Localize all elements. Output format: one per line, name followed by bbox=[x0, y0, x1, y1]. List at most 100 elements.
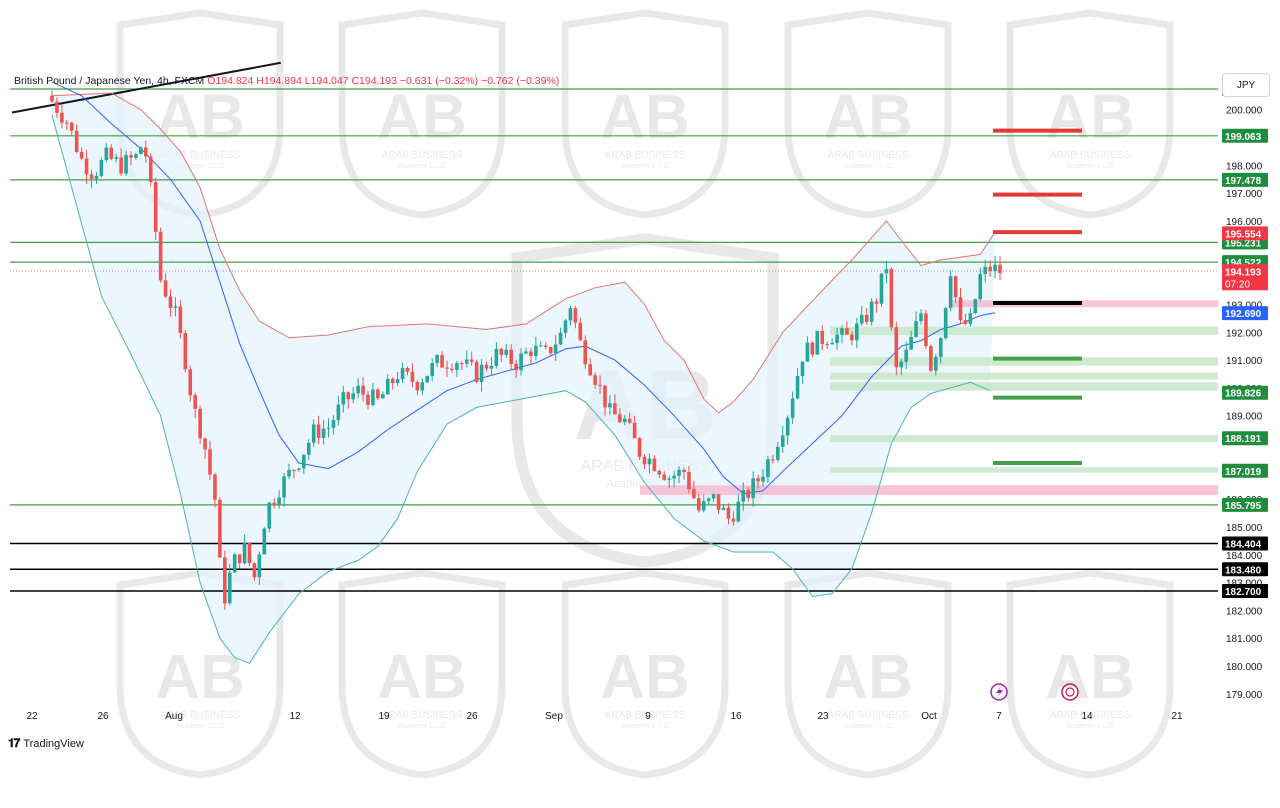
candle-body bbox=[746, 490, 750, 498]
x-tick-label: 9 bbox=[645, 711, 651, 722]
watermark-shield-outline bbox=[1006, 9, 1174, 219]
candle bbox=[716, 494, 721, 515]
candle bbox=[232, 552, 237, 573]
candle bbox=[109, 144, 114, 161]
candle-body bbox=[608, 403, 612, 408]
candle bbox=[316, 415, 321, 445]
candle bbox=[144, 140, 148, 163]
candle bbox=[94, 171, 99, 185]
candle bbox=[815, 330, 820, 355]
candle-body bbox=[914, 321, 918, 337]
y-tick-label: 184.000 bbox=[1226, 551, 1263, 562]
candle bbox=[934, 354, 938, 376]
candle-body bbox=[548, 346, 553, 354]
candle-body bbox=[208, 449, 212, 475]
candle-body bbox=[148, 156, 153, 183]
tradingview-brand[interactable]: 𝟏𝟕 TradingView bbox=[8, 736, 84, 751]
candle bbox=[331, 415, 336, 435]
candle-body bbox=[247, 542, 252, 564]
candle bbox=[479, 359, 484, 392]
candle-body bbox=[534, 345, 538, 356]
candle bbox=[469, 351, 474, 366]
price-tag-bg bbox=[1222, 264, 1268, 291]
candle-body bbox=[178, 306, 183, 334]
candle bbox=[173, 297, 178, 317]
low-value: L194.047 bbox=[304, 75, 349, 87]
candle-body bbox=[425, 375, 430, 383]
candle bbox=[795, 367, 800, 400]
candle bbox=[371, 383, 375, 407]
candle bbox=[968, 307, 973, 327]
zone-tag: 188.191 bbox=[1225, 434, 1262, 445]
candle-body bbox=[687, 472, 691, 490]
candle bbox=[148, 153, 153, 187]
candle bbox=[810, 340, 815, 358]
candle bbox=[292, 469, 296, 479]
watermark-shield-outline bbox=[338, 9, 506, 219]
candle bbox=[568, 305, 573, 326]
level-tag-bg bbox=[1222, 128, 1268, 143]
watermark-subtext: Academy L.L.C bbox=[1066, 723, 1114, 730]
candle-body bbox=[820, 330, 825, 345]
candle-body bbox=[756, 478, 760, 482]
watermark-logo-letters: AB bbox=[377, 83, 467, 152]
candle bbox=[840, 325, 844, 344]
event-flag-icon[interactable] bbox=[1061, 683, 1079, 701]
candle-body bbox=[272, 502, 276, 505]
candle bbox=[504, 343, 509, 359]
watermark-subtext: Academy L.L.C bbox=[398, 163, 446, 170]
candle-body bbox=[277, 497, 281, 505]
candle bbox=[163, 273, 168, 298]
candle bbox=[899, 358, 904, 376]
y-tick-label: 198.000 bbox=[1226, 161, 1263, 172]
candle bbox=[420, 378, 425, 396]
candle bbox=[494, 341, 499, 369]
bollinger-upper-line bbox=[51, 92, 996, 414]
candle bbox=[193, 392, 197, 419]
candle-body bbox=[109, 147, 114, 159]
watermark-shield-outline bbox=[1006, 569, 1174, 779]
candle bbox=[509, 344, 513, 370]
currency-button[interactable]: JPY bbox=[1222, 73, 1270, 97]
candle bbox=[751, 471, 755, 507]
candle-body bbox=[672, 475, 676, 479]
candle-body bbox=[706, 498, 711, 502]
candle-body bbox=[711, 494, 716, 499]
candle bbox=[79, 147, 84, 161]
candle bbox=[277, 490, 281, 509]
candle-body bbox=[504, 349, 509, 355]
candle-body bbox=[297, 468, 301, 470]
candles-group bbox=[50, 90, 1002, 611]
candle bbox=[153, 177, 158, 240]
candle bbox=[499, 347, 504, 362]
candle-body bbox=[489, 366, 494, 369]
candle-body bbox=[785, 417, 790, 436]
x-tick-label: Aug bbox=[165, 711, 183, 722]
candle bbox=[785, 415, 790, 445]
event-lightning-icon[interactable] bbox=[990, 683, 1008, 701]
candle-body bbox=[736, 501, 741, 522]
high-value: H194.894 bbox=[256, 75, 302, 87]
candle-body bbox=[948, 276, 953, 308]
candle bbox=[736, 494, 741, 523]
x-tick-label: 26 bbox=[97, 711, 109, 722]
watermark-subtext: Academy L.L.C bbox=[621, 723, 669, 730]
candle bbox=[766, 456, 770, 483]
candle-body bbox=[252, 563, 257, 578]
candle bbox=[489, 357, 494, 375]
candle-body bbox=[627, 418, 632, 423]
candle bbox=[297, 467, 301, 472]
candle-body bbox=[79, 151, 84, 159]
candle-body bbox=[99, 160, 104, 176]
symbol-label: British Pound / Japanese Yen, 4h, FXCM bbox=[14, 75, 205, 87]
candle bbox=[771, 455, 775, 464]
green-zone bbox=[830, 372, 1218, 380]
candle-body bbox=[168, 296, 173, 308]
candle-body bbox=[716, 494, 721, 510]
candle bbox=[252, 562, 257, 581]
candle-body bbox=[697, 498, 701, 511]
x-tick-label: 26 bbox=[466, 711, 478, 722]
